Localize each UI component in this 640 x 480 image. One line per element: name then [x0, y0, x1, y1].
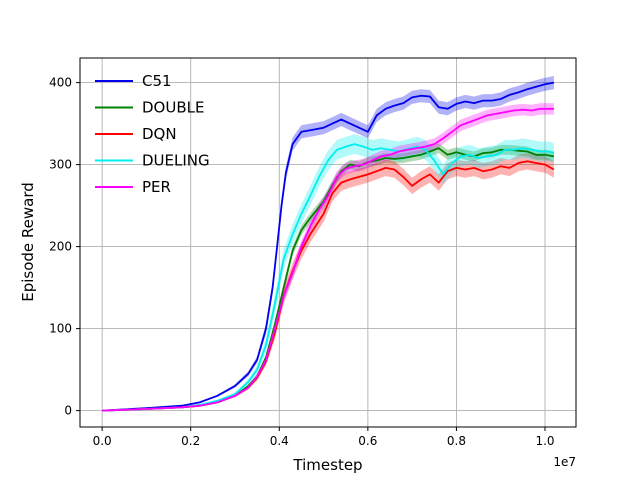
series-line-dueling [102, 143, 555, 412]
x-tick-label: 0.4 [270, 434, 289, 448]
legend-label-c51: C51 [142, 72, 172, 90]
series-lines [102, 81, 555, 412]
plot-frame [79, 57, 577, 428]
y-tick-label: 400 [49, 76, 72, 90]
x-axis-label: Timestep [292, 456, 362, 474]
grid [80, 58, 576, 427]
series-line-c51 [102, 81, 555, 412]
x-tick-label: 1.0 [535, 434, 554, 448]
x-tick-label: 0.8 [447, 434, 466, 448]
y-axis-label: Episode Reward [19, 182, 37, 302]
y-tick-label: 0 [64, 404, 72, 418]
x-axis-offset-label: 1e7 [553, 455, 576, 469]
y-tick-label: 300 [49, 158, 72, 172]
y-tick-label: 100 [49, 322, 72, 336]
legend-label-dueling: DUELING [142, 152, 210, 170]
y-tick-label: 200 [49, 240, 72, 254]
x-axis-ticks: 0.0 0.2 0.4 0.6 0.8 1.0 [93, 427, 555, 448]
legend-label-per: PER [142, 178, 171, 196]
legend-label-double: DOUBLE [142, 99, 204, 117]
x-tick-label: 0.0 [93, 434, 112, 448]
legend-label-dqn: DQN [142, 125, 177, 143]
x-tick-label: 0.6 [358, 434, 377, 448]
series-line-per [102, 107, 554, 412]
x-tick-label: 0.2 [181, 434, 200, 448]
y-axis-ticks: 0 100 200 300 400 [49, 76, 80, 418]
legend: C51 DOUBLE DQN DUELING PER [95, 72, 210, 196]
